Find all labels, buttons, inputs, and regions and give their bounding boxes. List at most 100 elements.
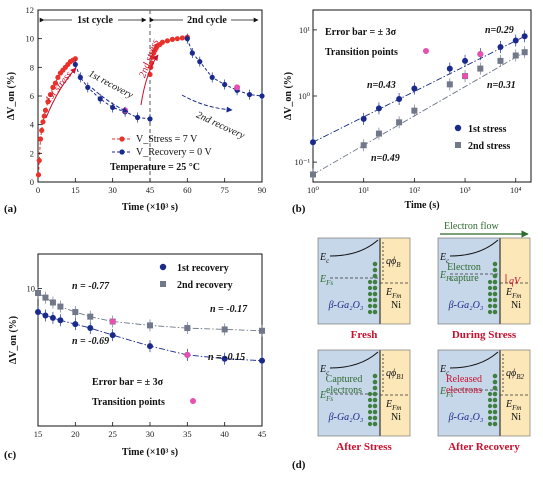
trap-electron <box>367 309 373 315</box>
x-tick-label: 30 <box>108 185 117 195</box>
panel-a-xlabel: Time (×10³ s) <box>122 202 178 213</box>
metal-region <box>500 350 530 436</box>
data-point <box>42 107 49 113</box>
data-point <box>396 96 403 103</box>
trap-electron <box>492 397 498 403</box>
trap-electron <box>367 403 373 409</box>
y-tick-label: 6 <box>30 91 34 101</box>
slope-c-4: n = -0.15 <box>208 352 245 363</box>
panel-b-xlabel: Time (s) <box>404 200 439 211</box>
trap-electron <box>372 297 378 303</box>
trap-electron <box>372 415 378 421</box>
trap-electron <box>487 285 493 291</box>
cycle-2-label: 2nd cycle <box>187 15 227 26</box>
data-point <box>55 74 61 80</box>
panel-c-ylabel: ΔV_on (%) <box>8 316 19 364</box>
y-tick-label: 8 <box>30 62 34 72</box>
material-label: β-Ga₂O₃ <box>328 300 364 311</box>
data-point <box>446 65 453 72</box>
panel-c-errorbar-text: Error bar = ± 3σ <box>92 377 164 388</box>
data-point <box>164 38 171 44</box>
fit-line <box>312 51 525 175</box>
data-point <box>411 107 418 114</box>
fit-line <box>312 35 525 143</box>
conduction-band <box>329 239 379 257</box>
y-tick-label: 0 <box>30 177 34 187</box>
x-tick-label: 10² <box>409 185 421 195</box>
trap-electron <box>487 303 493 309</box>
legend-stress: V_Stress = 7 V <box>136 134 198 145</box>
trap-electron <box>367 415 373 421</box>
data-point <box>375 130 382 137</box>
data-point <box>147 322 153 329</box>
data-point <box>310 139 316 146</box>
y-tick-label: 10 <box>27 284 36 294</box>
y-tick-label: 2 <box>30 148 34 158</box>
band-diagram-caption: After Stress <box>336 441 392 453</box>
slope-b-4: n=0.31 <box>487 80 516 91</box>
trap-electron <box>487 291 493 297</box>
data-point <box>209 74 215 80</box>
recovery-1-arrow <box>91 87 129 113</box>
panel-a-ticks: 0 15 30 45 60 75 90 0 2 4 6 8 10 12 <box>26 5 267 195</box>
panel-b: 10⁰ 10¹ 10² 10³ 10⁴ 10⁻¹ 10⁰ 10¹ Error bar = ± … <box>283 9 532 215</box>
metal-label: Ni <box>391 300 401 311</box>
data-point <box>109 332 116 339</box>
process-label-1: Released <box>446 374 482 385</box>
conduction-band <box>449 351 499 369</box>
metal-region <box>380 350 410 436</box>
data-point <box>259 357 265 364</box>
trap-electron <box>487 391 493 397</box>
data-point <box>47 91 54 98</box>
y-tick-label: 10⁻¹ <box>294 157 310 167</box>
trap-electron <box>372 291 378 297</box>
trap-electron <box>367 397 373 403</box>
material-label: β-Ga₂O₃ <box>328 412 364 423</box>
trap-electron <box>372 409 378 415</box>
trap-electron <box>367 409 373 415</box>
data-point <box>49 314 56 321</box>
data-point <box>45 99 51 105</box>
legend-c-1: 1st recovery <box>177 263 229 274</box>
trap-electron <box>372 285 378 291</box>
data-point <box>259 327 265 334</box>
trap-electron <box>367 421 373 427</box>
panel-c-series <box>35 286 265 367</box>
data-point <box>42 312 49 319</box>
panel-a-legend: V_Stress = 7 V V_Recovery = 0 V Temperat… <box>110 134 212 173</box>
process-label-2: electrons <box>326 385 362 396</box>
band-diagram-caption: During Stress <box>452 329 517 341</box>
trap-electron <box>372 385 378 391</box>
x-tick-label: 15 <box>71 185 80 195</box>
efm-label: EFm <box>385 287 401 300</box>
trap-electron <box>372 267 378 273</box>
data-point <box>512 52 519 59</box>
y-tick-label: 10 <box>26 34 35 44</box>
trap-electron <box>367 279 373 285</box>
transition-point <box>109 318 116 325</box>
band-diagram-frame <box>317 237 411 325</box>
panel-b-transition-marker <box>423 48 429 54</box>
trap-electron <box>492 415 498 421</box>
ec-label: Ec <box>319 252 330 265</box>
metal-label: Ni <box>511 412 521 423</box>
data-point <box>40 119 46 125</box>
electron-flow-label: Electron flow <box>444 221 499 232</box>
y-tick-label: 12 <box>26 5 35 15</box>
data-point <box>147 116 153 122</box>
trap-electron <box>372 421 378 427</box>
trap-electron <box>372 397 378 403</box>
barrier-label: qϕB2 <box>506 368 524 381</box>
data-point <box>134 114 141 121</box>
trap-electron <box>372 373 378 379</box>
panel-c-transition-marker <box>190 398 196 404</box>
x-tick-label: 20 <box>71 429 80 439</box>
data-point <box>41 113 47 119</box>
panel-a: 1st cycle 2nd cycle 0 15 30 45 60 75 90 0 2 4 6 8 10… <box>4 5 266 215</box>
legend-recovery: V_Recovery = 0 V <box>136 147 212 158</box>
data-point <box>72 56 78 62</box>
data-point <box>110 104 116 111</box>
barrier-label: qϕB <box>386 256 401 269</box>
